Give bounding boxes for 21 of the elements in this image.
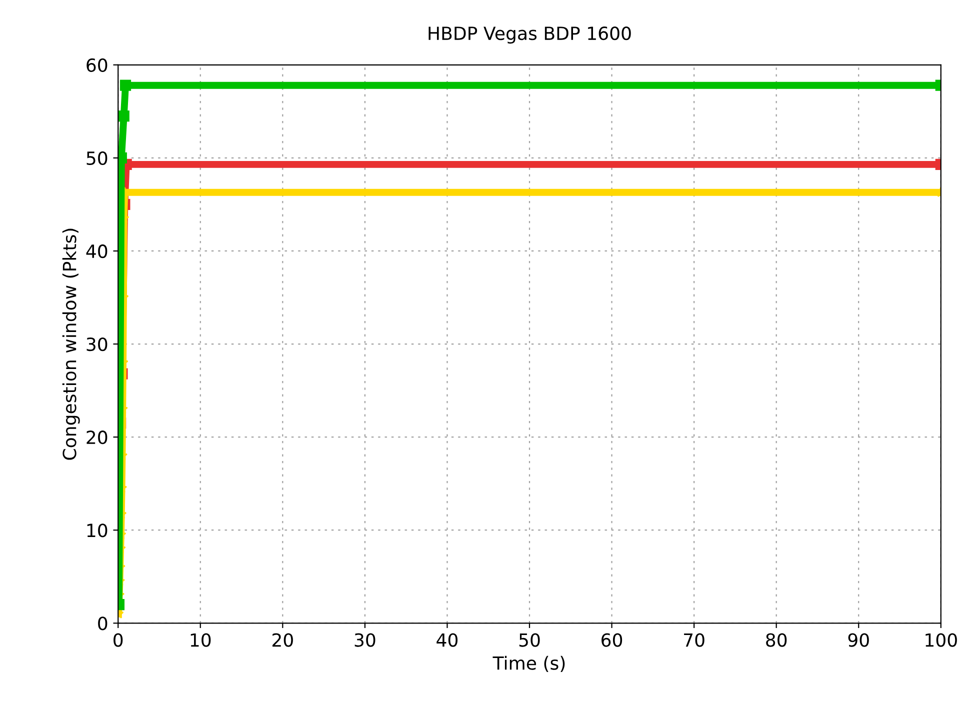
y-tick-label: 40 [86, 244, 108, 258]
x-tick-label: 80 [766, 633, 787, 647]
y-tick-label: 0 [98, 616, 108, 630]
y-tick-label: 50 [86, 151, 108, 166]
y-tick-label: 20 [86, 430, 108, 444]
x-tick-label: 60 [602, 633, 622, 647]
y-tick-label: 60 [86, 58, 108, 72]
y-tick-label: 30 [86, 337, 108, 352]
x-tick-label: 10 [190, 633, 211, 647]
x-tick-label: 100 [926, 633, 957, 647]
x-tick-label: 50 [519, 633, 540, 647]
x-tick-label: 30 [354, 633, 376, 647]
x-axis-title: Time (s) [492, 656, 565, 672]
x-tick-label: 0 [114, 633, 123, 647]
x-tick-label: 40 [436, 633, 458, 647]
x-tick-label: 90 [848, 633, 869, 647]
x-tick-label: 20 [272, 633, 293, 647]
chart-title: HBDP Vegas BDP 1600 [428, 26, 631, 44]
y-tick-label: 10 [87, 524, 108, 538]
y-axis-title: Congestion window (Pkts) [62, 228, 80, 460]
x-tick-label: 70 [684, 633, 704, 647]
